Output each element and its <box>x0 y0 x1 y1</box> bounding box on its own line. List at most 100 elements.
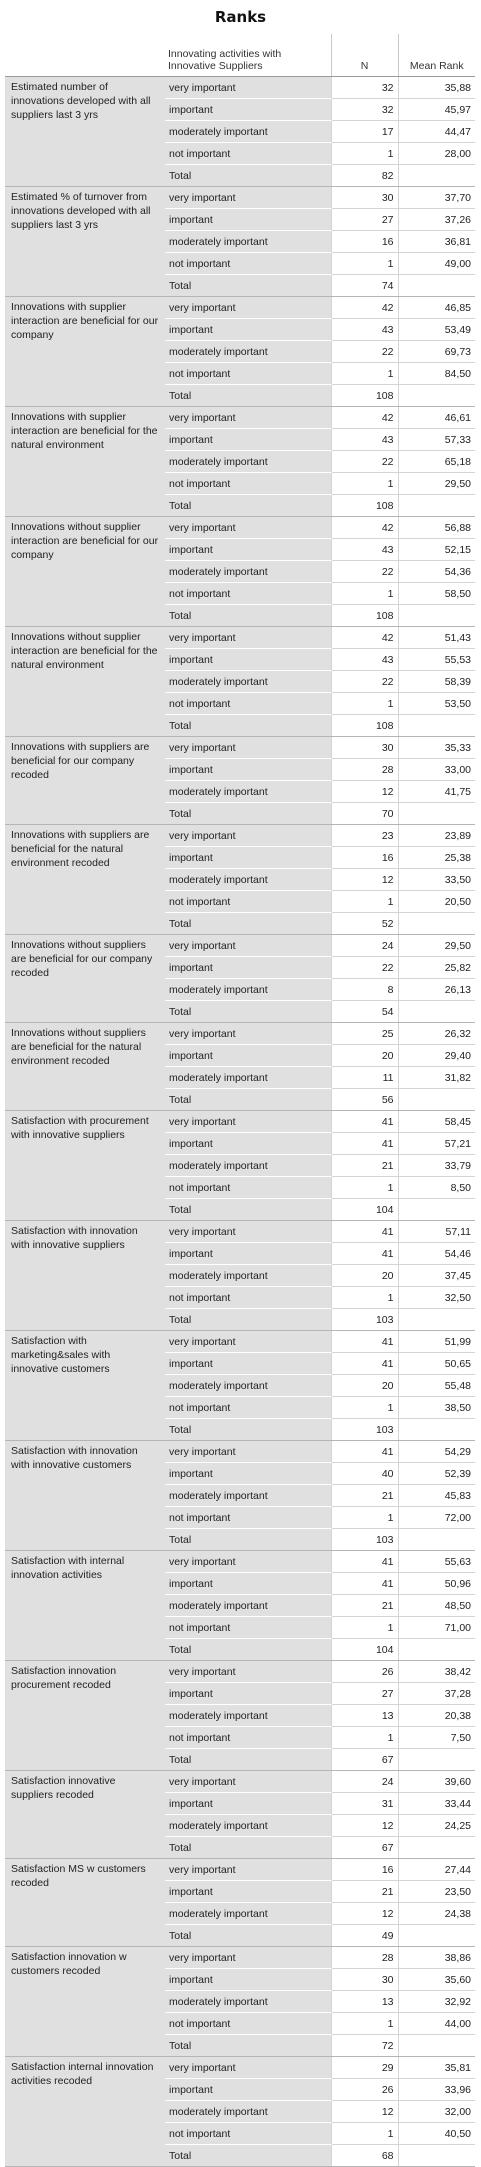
table-row: Estimated number of innovations develope… <box>5 76 475 187</box>
table-row: important 43 55,53 <box>5 648 475 671</box>
n-cell: 108 <box>330 384 398 407</box>
table-row: important 22 25,82 <box>5 956 475 979</box>
mean-rank-cell: 50,65 <box>397 1352 475 1375</box>
category-cell: important <box>165 1792 331 1815</box>
table-row: Satisfaction with innovation with innova… <box>5 1440 475 1551</box>
mean-rank-cell: 57,21 <box>397 1132 475 1155</box>
variable-label: Satisfaction with internal innovation ac… <box>5 1550 165 1661</box>
table-row: Satisfaction innovation procurement reco… <box>5 1660 475 1771</box>
mean-rank-cell: 65,18 <box>397 450 475 473</box>
n-cell: 1 <box>330 362 398 385</box>
category-cell: Total <box>165 1748 331 1771</box>
table-row: not important 1 29,50 <box>5 472 475 495</box>
mean-rank-cell: 44,47 <box>397 120 475 143</box>
n-cell: 41 <box>330 1550 398 1573</box>
category-cell: important <box>165 846 331 869</box>
mean-rank-cell <box>397 494 475 517</box>
table-row: moderately important 22 69,73 <box>5 340 475 363</box>
mean-rank-cell: 50,96 <box>397 1572 475 1595</box>
variable-label: Innovations without suppliers are benefi… <box>5 1022 165 1111</box>
category-cell: very important <box>165 1660 331 1683</box>
n-cell: 30 <box>330 736 398 759</box>
variable-label: Satisfaction with procurement with innov… <box>5 1110 165 1221</box>
n-cell: 108 <box>330 714 398 737</box>
mean-rank-cell: 84,50 <box>397 362 475 385</box>
n-cell: 82 <box>330 164 398 187</box>
table-row: important 28 33,00 <box>5 758 475 781</box>
mean-rank-cell: 35,88 <box>397 76 475 99</box>
mean-rank-cell <box>397 274 475 297</box>
category-cell: moderately important <box>165 340 331 363</box>
table-row: Total 108 <box>5 384 475 407</box>
n-cell: 26 <box>330 2078 398 2101</box>
table-row: important 43 57,33 <box>5 428 475 451</box>
n-cell: 104 <box>330 1198 398 1221</box>
category-cell: moderately important <box>165 450 331 473</box>
table-row: important 26 33,96 <box>5 2078 475 2101</box>
mean-rank-cell <box>397 2034 475 2057</box>
category-cell: moderately important <box>165 1902 331 1925</box>
n-cell: 41 <box>330 1440 398 1463</box>
table-row: not important 1 8,50 <box>5 1176 475 1199</box>
category-cell: Total <box>165 1924 331 1947</box>
category-cell: not important <box>165 362 331 385</box>
table-row: Total 104 <box>5 1198 475 1221</box>
category-cell: important <box>165 956 331 979</box>
mean-rank-cell: 52,39 <box>397 1462 475 1485</box>
table-row: Total 108 <box>5 604 475 627</box>
category-cell: important <box>165 538 331 561</box>
variable-label: Innovations without supplier interaction… <box>5 516 165 627</box>
mean-rank-cell: 44,00 <box>397 2012 475 2035</box>
n-cell: 42 <box>330 406 398 429</box>
mean-rank-cell <box>397 164 475 187</box>
category-cell: very important <box>165 1440 331 1463</box>
category-cell: moderately important <box>165 1484 331 1507</box>
category-cell: moderately important <box>165 1594 331 1617</box>
table-row: Innovations with supplier interaction ar… <box>5 296 475 407</box>
category-cell: not important <box>165 2122 331 2145</box>
category-cell: very important <box>165 1110 331 1133</box>
category-cell: Total <box>165 1528 331 1551</box>
mean-rank-cell: 45,97 <box>397 98 475 121</box>
mean-rank-cell: 55,63 <box>397 1550 475 1573</box>
table-row: moderately important 22 58,39 <box>5 670 475 693</box>
n-cell: 27 <box>330 208 398 231</box>
header-mean-rank: Mean Rank <box>397 34 475 77</box>
category-cell: very important <box>165 1770 331 1793</box>
variable-label: Innovations with suppliers are beneficia… <box>5 824 165 935</box>
mean-rank-cell: 37,45 <box>397 1264 475 1287</box>
table-row: moderately important 12 33,50 <box>5 868 475 891</box>
category-cell: Total <box>165 912 331 935</box>
category-cell: Total <box>165 494 331 517</box>
n-cell: 20 <box>330 1374 398 1397</box>
mean-rank-cell: 49,00 <box>397 252 475 275</box>
mean-rank-cell: 38,42 <box>397 1660 475 1683</box>
category-cell: not important <box>165 582 331 605</box>
mean-rank-cell: 24,25 <box>397 1814 475 1837</box>
table-row: Satisfaction with innovation with innova… <box>5 1220 475 1331</box>
category-cell: not important <box>165 2012 331 2035</box>
table-row: not important 1 58,50 <box>5 582 475 605</box>
mean-rank-cell: 31,82 <box>397 1066 475 1089</box>
table-row: moderately important 8 26,13 <box>5 978 475 1001</box>
category-cell: moderately important <box>165 1264 331 1287</box>
mean-rank-cell: 33,50 <box>397 868 475 891</box>
n-cell: 56 <box>330 1088 398 1111</box>
category-cell: Total <box>165 604 331 627</box>
category-cell: moderately important <box>165 1154 331 1177</box>
n-cell: 13 <box>330 1704 398 1727</box>
table-row: Total 108 <box>5 714 475 737</box>
n-cell: 1 <box>330 472 398 495</box>
n-cell: 30 <box>330 186 398 209</box>
mean-rank-cell: 71,00 <box>397 1616 475 1639</box>
n-cell: 1 <box>330 1616 398 1639</box>
table-row: moderately important 21 45,83 <box>5 1484 475 1507</box>
mean-rank-cell <box>397 1836 475 1859</box>
category-cell: important <box>165 1880 331 1903</box>
n-cell: 103 <box>330 1528 398 1551</box>
n-cell: 68 <box>330 2144 398 2167</box>
mean-rank-cell <box>397 1638 475 1661</box>
n-cell: 43 <box>330 538 398 561</box>
n-cell: 16 <box>330 230 398 253</box>
table-row: Satisfaction with internal innovation ac… <box>5 1550 475 1661</box>
